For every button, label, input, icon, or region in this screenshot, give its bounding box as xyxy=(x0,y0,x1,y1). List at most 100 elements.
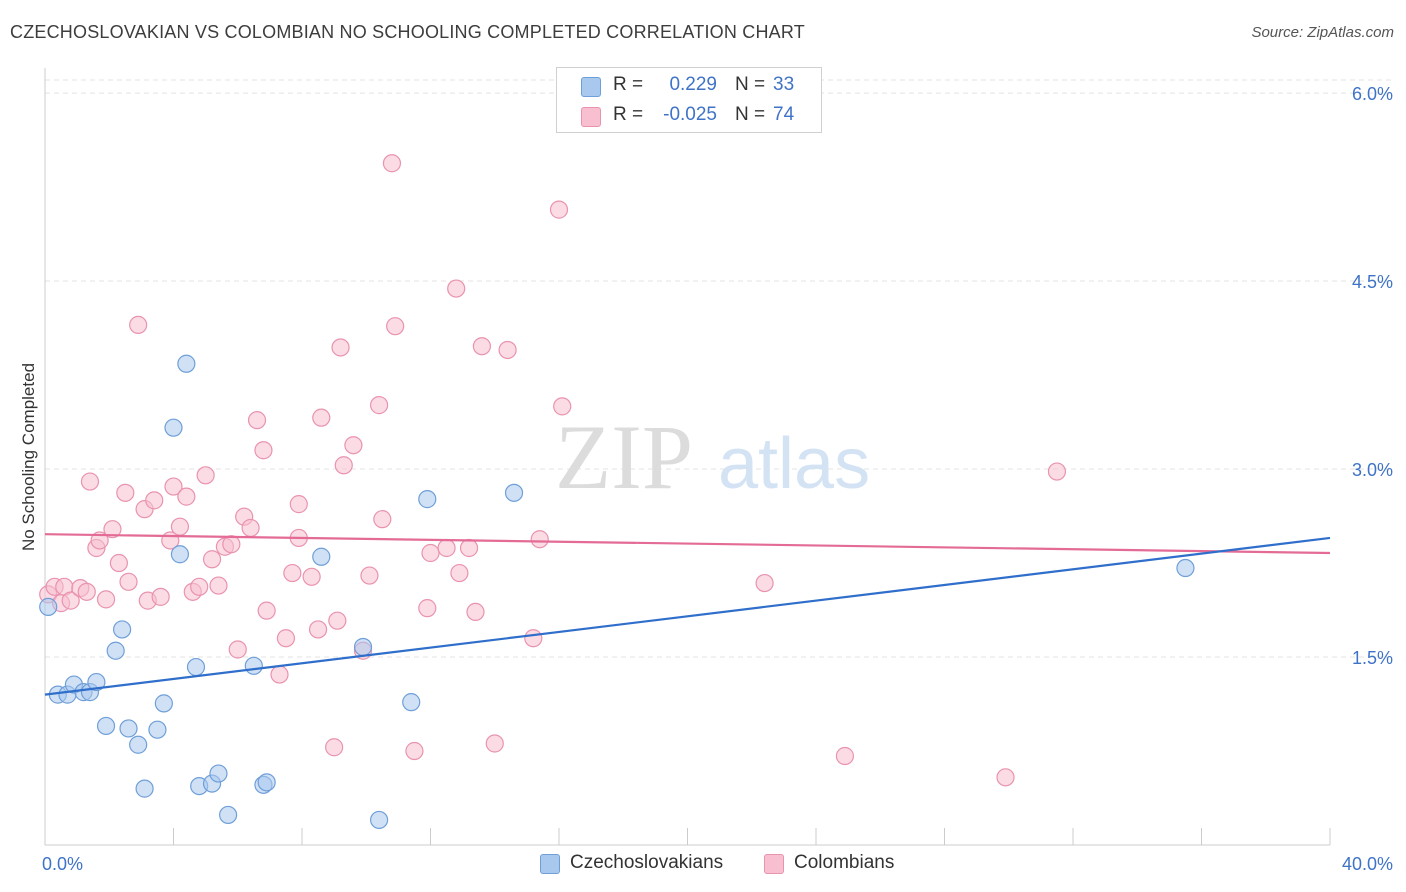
data-point xyxy=(276,629,296,648)
x-tick-label: 40.0% xyxy=(1342,854,1393,874)
n-label: N = xyxy=(735,74,766,95)
data-point xyxy=(996,768,1015,787)
data-point xyxy=(135,779,154,798)
data-point xyxy=(373,510,392,529)
data-point xyxy=(96,716,116,736)
data-point xyxy=(466,602,485,622)
data-point xyxy=(77,582,96,601)
y-tick-labels: 1.5% 3.0% 4.5% 6.0% xyxy=(1352,84,1393,668)
data-point xyxy=(116,483,135,502)
data-point xyxy=(755,573,774,593)
r-value: 0.229 xyxy=(669,74,717,95)
data-point xyxy=(405,741,424,761)
data-point xyxy=(186,657,206,677)
trend-line xyxy=(44,533,1331,555)
source-credit: Source: ZipAtlas.com xyxy=(1251,24,1394,41)
data-point xyxy=(447,279,466,298)
data-point xyxy=(257,601,276,620)
pink-swatch xyxy=(764,854,784,874)
data-point xyxy=(90,531,109,550)
data-point xyxy=(353,637,373,657)
pink-swatch xyxy=(581,107,601,127)
data-point xyxy=(289,495,308,514)
watermark-atlas: atlas xyxy=(718,424,870,504)
data-point xyxy=(177,354,196,373)
blue-swatch xyxy=(540,854,560,874)
data-point xyxy=(196,466,215,485)
data-point xyxy=(148,720,167,739)
legend-row-colombians: R = -0.025 N = 74 xyxy=(557,101,821,131)
data-point xyxy=(151,587,170,606)
legend-label: Czechoslovakians xyxy=(570,852,724,873)
trend-lines xyxy=(44,533,1331,696)
data-point xyxy=(1047,462,1067,481)
data-point xyxy=(472,337,491,356)
y-tick-label: 6.0% xyxy=(1352,84,1393,104)
data-point xyxy=(228,640,247,659)
data-point xyxy=(382,154,402,173)
n-value: 74 xyxy=(773,104,795,125)
data-point xyxy=(504,483,524,502)
data-point xyxy=(331,338,350,357)
data-point xyxy=(109,553,128,573)
data-point xyxy=(222,535,241,554)
data-point xyxy=(119,719,138,738)
data-point xyxy=(553,397,572,416)
y-tick-label: 4.5% xyxy=(1352,272,1393,292)
data-point xyxy=(312,408,331,427)
data-point xyxy=(418,490,437,509)
data-point xyxy=(257,773,276,792)
data-point xyxy=(308,620,328,639)
data-point xyxy=(334,456,353,475)
data-point xyxy=(370,810,389,830)
data-point xyxy=(129,735,148,754)
data-point xyxy=(283,563,302,583)
data-point xyxy=(835,746,855,766)
r-label: R = xyxy=(613,74,644,95)
x-tick-label: 0.0% xyxy=(42,854,83,874)
data-point xyxy=(39,597,58,616)
data-point xyxy=(498,340,517,360)
data-point xyxy=(437,538,456,558)
chart-title: CZECHOSLOVAKIAN VS COLOMBIAN NO SCHOOLIN… xyxy=(10,22,805,42)
data-point xyxy=(219,805,238,825)
legend-label: Colombians xyxy=(794,852,895,873)
data-point xyxy=(119,572,138,591)
data-point xyxy=(370,396,389,415)
data-point xyxy=(164,418,183,437)
colombians-points xyxy=(39,154,1067,787)
n-label: N = xyxy=(735,104,766,125)
data-point xyxy=(129,315,148,335)
y-tick-label: 3.0% xyxy=(1352,460,1393,480)
y-axis-label: No Schooling Completed xyxy=(19,363,38,551)
data-point xyxy=(209,764,228,783)
data-point xyxy=(312,547,331,566)
data-point xyxy=(177,487,196,506)
data-point xyxy=(530,530,549,549)
data-point xyxy=(80,472,100,491)
r-value: -0.025 xyxy=(663,104,717,125)
data-point xyxy=(190,577,209,596)
data-point xyxy=(96,590,116,609)
x-tick-labels: 0.0% 40.0% xyxy=(42,854,1393,874)
data-point xyxy=(328,611,347,630)
data-point xyxy=(1176,558,1195,578)
data-point xyxy=(106,641,125,660)
data-point xyxy=(145,491,164,510)
watermark-zip: ZIP xyxy=(555,406,693,508)
data-point xyxy=(485,734,504,753)
data-point xyxy=(247,411,267,430)
data-point xyxy=(87,672,106,692)
data-point xyxy=(549,200,569,219)
legend-row-czechoslovakians: R = 0.229 N = 33 xyxy=(557,71,821,101)
data-point xyxy=(418,599,437,618)
data-point xyxy=(450,563,469,583)
data-point xyxy=(103,520,122,539)
data-point xyxy=(360,566,379,585)
data-point xyxy=(112,620,132,639)
czechoslovakians-points xyxy=(39,354,1195,830)
data-point xyxy=(209,576,228,595)
data-point xyxy=(61,591,80,610)
n-value: 33 xyxy=(773,74,795,95)
